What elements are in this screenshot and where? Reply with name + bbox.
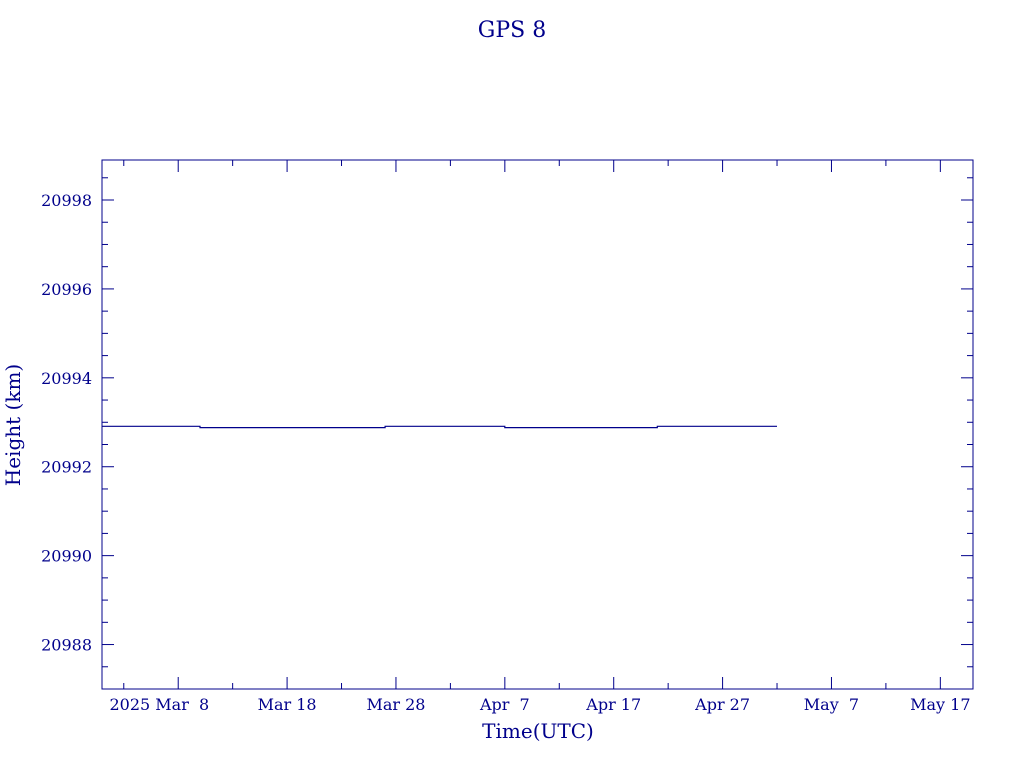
- plot-frame: [101, 159, 974, 690]
- chart-title: GPS 8: [478, 18, 546, 43]
- x-axis-ticks: 2025 Mar 8 Mar 18 Mar 28 Apr 7 Apr 17 Apr 27 M…: [109, 160, 971, 714]
- y-axis-ticks: 20988 20990 20992 20994 20996 20998: [41, 177, 973, 690]
- x-tick-label: Apr 27: [694, 695, 750, 714]
- x-tick-label: May 17: [910, 695, 970, 714]
- y-tick-label: 20996: [41, 280, 92, 299]
- y-axis-title: Height (km): [1, 364, 25, 486]
- y-tick-label: 20994: [41, 369, 92, 388]
- x-tick-label: Apr 7: [479, 695, 530, 714]
- x-axis-title: Time(UTC): [482, 719, 594, 743]
- x-tick-label: Apr 17: [585, 695, 641, 714]
- series-layer: [102, 425, 777, 429]
- y-tick-label: 20992: [41, 458, 92, 477]
- x-tick-label: 2025 Mar 8: [109, 695, 209, 714]
- y-tick-label: 20990: [41, 547, 92, 566]
- x-tick-label: May 7: [804, 695, 859, 714]
- x-tick-label: Mar 28: [366, 695, 425, 714]
- y-tick-label: 20988: [41, 636, 92, 655]
- series-line: [102, 425, 777, 429]
- y-tick-label: 20998: [41, 191, 92, 210]
- x-tick-label: Mar 18: [258, 695, 317, 714]
